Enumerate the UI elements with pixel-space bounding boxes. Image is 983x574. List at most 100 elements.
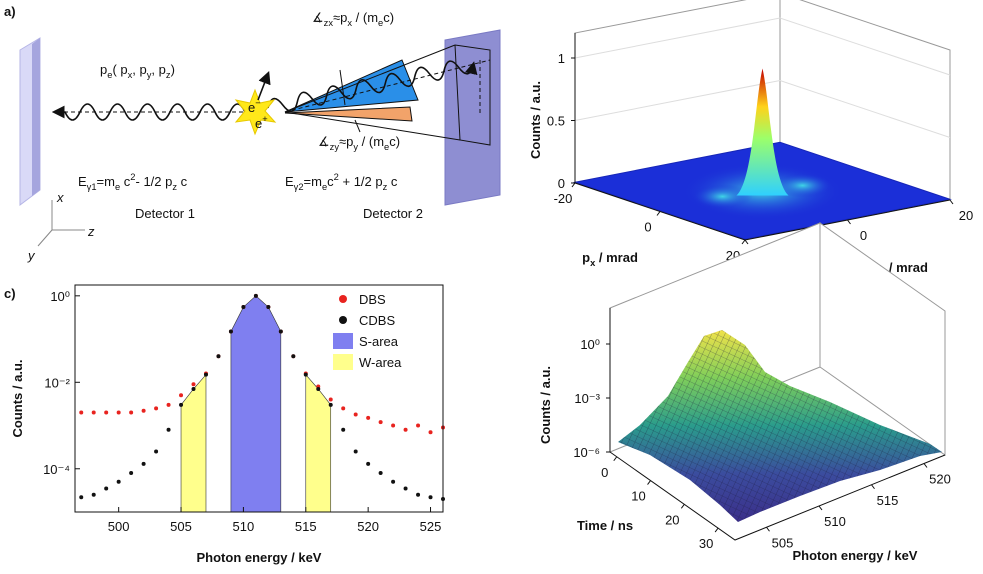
legend-swatch — [333, 354, 353, 370]
angle-pointer-zy — [354, 119, 361, 133]
y-tick-label: 515 — [877, 493, 899, 508]
coord-label: z — [87, 224, 95, 239]
energy-2-label-part: c — [327, 174, 334, 189]
x-axis-label: Photon energy / keV — [197, 550, 322, 565]
data-point — [353, 412, 358, 417]
energy-1-label-part: 2 — [130, 172, 135, 182]
y-tick-label: 10⁰ — [50, 289, 70, 304]
y-tick — [744, 239, 749, 245]
surface-peak — [736, 68, 789, 196]
x-tick — [680, 504, 685, 509]
data-point — [366, 461, 371, 466]
detector-label: Detector 1 — [135, 206, 195, 221]
angle-zy-label-part: zy — [330, 142, 340, 152]
data-point — [203, 372, 208, 377]
detector-1-edge — [32, 38, 40, 196]
electron-label: e− — [248, 98, 261, 115]
surface-lump — [772, 173, 833, 198]
data-point — [104, 486, 109, 491]
x-tick-label: 30 — [699, 536, 713, 551]
y-tick — [871, 484, 875, 490]
legend-label: S-area — [359, 334, 399, 349]
angle-zy-label-part: c) — [389, 134, 400, 149]
x-tick-label: 500 — [108, 519, 130, 534]
energy-1-label: Eγ1=me c2- 1/2 pz c — [78, 172, 188, 192]
momentum-label: pe( px, py, pz) — [100, 62, 175, 80]
x-tick-label: 0 — [601, 465, 608, 480]
x-axis-label-part: x — [590, 258, 596, 268]
y-axis-label-part: / mrad — [885, 260, 928, 275]
x-tick-label: 20 — [665, 512, 679, 527]
momentum-label-part: , p — [151, 62, 165, 77]
electron-label-part: − — [255, 98, 260, 108]
data-point — [179, 393, 184, 398]
positron-label: e+ — [255, 114, 268, 131]
legend-swatch — [333, 333, 353, 349]
z-tick-label: 1 — [558, 51, 565, 66]
data-point — [278, 329, 283, 334]
y-tick-label: 520 — [929, 472, 951, 487]
z-tick-label: 0 — [558, 176, 565, 191]
data-point — [428, 495, 433, 500]
x-tick-label: 510 — [233, 519, 255, 534]
axis-line — [609, 451, 946, 541]
energy-2-label-part: γ2 — [294, 182, 304, 192]
data-point — [428, 430, 433, 435]
y-tick — [949, 199, 954, 205]
electron-label-part: e — [248, 100, 255, 115]
x-tick-label: 515 — [295, 519, 317, 534]
energy-2-label-part: 2 — [334, 172, 339, 182]
data-point — [91, 492, 96, 497]
y-tick — [923, 463, 928, 468]
detector-2-plate — [444, 29, 501, 206]
panel-label: a) — [4, 4, 16, 19]
photon-wave-2 — [267, 60, 478, 112]
energy-1-label-part: e — [115, 182, 120, 192]
data-point — [154, 406, 159, 411]
y-tick-label: 505 — [772, 535, 794, 550]
z-axis-label: Counts / a.u. — [528, 81, 543, 159]
angle-zy-label-part: ∡ — [318, 134, 330, 149]
y-tick — [818, 505, 823, 511]
data-point — [79, 495, 84, 500]
area-fill — [180, 373, 207, 513]
y-tick-label: 10⁻² — [44, 375, 70, 390]
data-point — [166, 427, 171, 432]
data-point — [104, 410, 109, 415]
coord-label: y — [27, 248, 36, 263]
data-point — [291, 354, 296, 359]
energy-1-label-part: z — [172, 182, 177, 192]
data-point — [378, 470, 383, 475]
data-point — [179, 402, 184, 407]
x-tick — [571, 182, 576, 188]
data-point — [154, 449, 159, 454]
energy-2-label-part: z — [383, 182, 388, 192]
area-fill — [230, 295, 282, 513]
y-axis-label: Photon energy / keV — [793, 548, 918, 563]
data-point — [416, 492, 421, 497]
legend-label: CDBS — [359, 313, 395, 328]
data-point — [266, 305, 271, 310]
energy-1-label-part: c — [120, 174, 131, 189]
data-point — [141, 461, 146, 466]
z-tick-label: 10⁻⁶ — [573, 445, 600, 460]
data-point — [303, 372, 308, 377]
y-tick — [766, 526, 770, 532]
data-point — [403, 486, 408, 491]
data-point — [79, 410, 84, 415]
data-point — [228, 329, 233, 334]
angle-zy-label: ∡zy≈py / (mec) — [318, 134, 400, 152]
x-tick-label: 520 — [357, 519, 379, 534]
energy-2-label: Eγ2=mec2 + 1/2 pz c — [285, 172, 398, 192]
angle-zy-label-part: e — [384, 142, 389, 152]
data-point — [366, 415, 371, 420]
grid-line — [574, 17, 951, 76]
coord-label: x — [56, 190, 64, 205]
coord-axis-y — [37, 229, 53, 247]
data-point — [341, 427, 346, 432]
x-tick — [613, 456, 618, 462]
grid-line — [574, 79, 951, 138]
x-tick-label: 10 — [631, 489, 645, 504]
angle-zx-label-part: e — [378, 18, 383, 28]
